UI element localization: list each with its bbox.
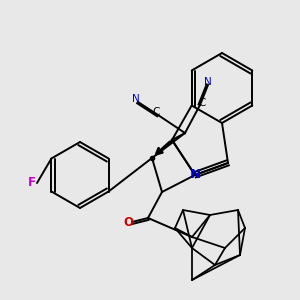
Text: C: C	[152, 107, 160, 117]
Text: N: N	[132, 94, 140, 104]
Text: N: N	[189, 169, 201, 182]
Text: O: O	[123, 215, 133, 229]
Text: F: F	[28, 176, 36, 190]
Text: N: N	[204, 77, 212, 87]
Text: C: C	[198, 98, 206, 108]
